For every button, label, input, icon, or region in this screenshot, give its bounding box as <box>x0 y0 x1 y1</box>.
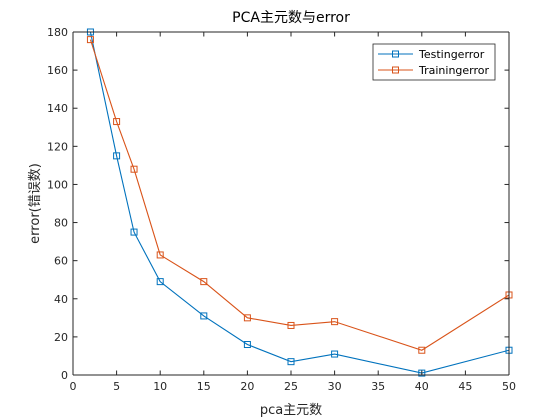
x-tick-label: 35 <box>371 380 385 393</box>
legend-item: Trainingerror <box>378 64 490 77</box>
data-point-marker <box>130 165 138 173</box>
x-tick-label: 30 <box>328 380 342 393</box>
x-axis-title: pca主元数 <box>260 403 322 418</box>
data-point-marker <box>156 278 164 286</box>
data-point-marker <box>243 314 251 322</box>
y-tick-label: 120 <box>47 140 68 153</box>
legend-marker-swatch <box>392 50 399 58</box>
legend-marker-swatch <box>392 66 399 74</box>
y-tick-label: 60 <box>54 255 68 268</box>
ticks-layer: 0 5 10 15 20 25 30 35 40 45 50 0 20 40 60 80 100 120 140 16… <box>47 26 516 393</box>
data-point-marker <box>287 358 295 366</box>
chart-title: PCA主元数与error <box>232 10 350 26</box>
series-Trainingerror <box>86 36 513 354</box>
data-point-marker <box>130 228 138 236</box>
data-point-marker <box>113 152 121 160</box>
data-point-marker <box>418 369 426 377</box>
x-tick-label: 45 <box>458 380 472 393</box>
legend: Testingerror Trainingerror <box>372 43 496 81</box>
legend-label: Trainingerror <box>418 64 490 77</box>
y-tick-label: 180 <box>47 26 68 39</box>
y-tick-label: 160 <box>47 64 68 77</box>
data-point-marker <box>243 341 251 349</box>
x-tick-label: 25 <box>284 380 298 393</box>
y-axis-title: error(错误数) <box>28 163 43 244</box>
data-point-marker <box>113 118 121 126</box>
y-tick-label: 100 <box>47 178 68 191</box>
legend-label: Testingerror <box>418 48 485 61</box>
x-tick-label: 10 <box>153 380 167 393</box>
series-layer <box>86 28 513 377</box>
legend-item: Testingerror <box>378 48 485 61</box>
data-point-marker <box>200 278 208 286</box>
series-line-Testingerror <box>89 31 510 374</box>
x-tick-label: 50 <box>502 380 516 393</box>
x-tick-label: 20 <box>240 380 254 393</box>
x-tick-label: 5 <box>113 380 120 393</box>
y-tick-label: 0 <box>61 369 68 382</box>
data-point-marker <box>86 36 94 44</box>
series-line-Trainingerror <box>89 39 510 351</box>
data-point-marker <box>418 346 426 354</box>
series-Testingerror <box>86 28 513 377</box>
data-point-marker <box>200 312 208 320</box>
x-tick-label: 15 <box>197 380 211 393</box>
data-point-marker <box>156 251 164 259</box>
y-tick-label: 80 <box>54 217 68 230</box>
data-point-marker <box>287 321 295 329</box>
plot-area <box>73 32 509 375</box>
legend-box <box>372 43 496 81</box>
x-tick-label: 40 <box>415 380 429 393</box>
y-tick-label: 20 <box>54 331 68 344</box>
y-tick-label: 40 <box>54 293 68 306</box>
data-point-marker <box>331 318 339 326</box>
x-tick-label: 0 <box>70 380 77 393</box>
y-tick-label: 140 <box>47 102 68 115</box>
data-point-marker <box>331 350 339 358</box>
